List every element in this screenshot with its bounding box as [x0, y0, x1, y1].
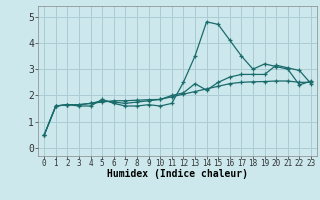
- X-axis label: Humidex (Indice chaleur): Humidex (Indice chaleur): [107, 169, 248, 179]
